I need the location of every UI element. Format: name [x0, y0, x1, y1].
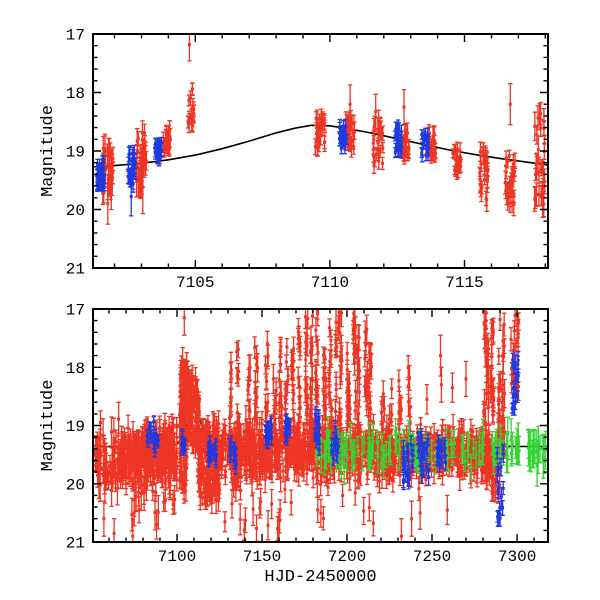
- red-series-points: [348, 102, 352, 106]
- bottom-y-tick-label: 17: [66, 302, 85, 320]
- blue-series-points: [435, 439, 447, 466]
- bottom-axis-ticks: [93, 308, 548, 543]
- bottom-y-tick-label: 18: [66, 360, 85, 378]
- top-model-curve: [93, 124, 548, 168]
- red-series-points: [186, 87, 196, 128]
- red-series-points: [503, 154, 517, 207]
- blue-series-points: [337, 125, 348, 151]
- red-series-points: [508, 102, 512, 106]
- red-series-points: [509, 313, 521, 391]
- red-series-points: [178, 361, 190, 489]
- red-series-points: [131, 523, 159, 538]
- blue-series-points: [180, 435, 187, 452]
- red-series-points: [130, 479, 177, 517]
- y-axis-label-bottom: Magnitude: [39, 380, 58, 472]
- red-series-points: [427, 131, 437, 157]
- top-y-tick-label: 18: [66, 85, 85, 103]
- red-series-points: [106, 181, 113, 206]
- blue-series-points: [330, 425, 340, 460]
- red-series-points: [380, 366, 413, 451]
- red-series-points: [313, 116, 327, 150]
- red-series-points: [182, 316, 186, 320]
- blue-series-points: [283, 417, 291, 439]
- bottom-y-tick-label: 20: [66, 476, 85, 494]
- red-series-points: [371, 120, 385, 166]
- blue-series-points: [95, 160, 106, 187]
- bottom-x-tick-label: 7250: [413, 548, 451, 566]
- red-series-points: [143, 422, 175, 435]
- blue-series-points: [228, 440, 238, 469]
- red-series-points: [141, 185, 145, 189]
- green-series-points: [445, 434, 485, 469]
- red-series-points: [402, 105, 406, 109]
- red-series-points: [186, 374, 201, 448]
- red-series-points: [277, 310, 373, 451]
- blue-series-points: [495, 447, 505, 521]
- bottom-y-tick-label: 19: [66, 418, 85, 436]
- blue-series-points: [393, 124, 403, 154]
- top-x-tick-label: 7115: [445, 274, 483, 292]
- top-axis-ticks: [93, 33, 548, 269]
- red-series-points: [478, 150, 490, 202]
- red-series-points: [277, 501, 375, 531]
- green-series-points: [315, 429, 375, 469]
- red-series-points: [187, 43, 191, 46]
- blue-series-points: [416, 434, 431, 479]
- bottom-x-tick-label: 7100: [158, 548, 196, 566]
- red-series-errorbars: [93, 401, 121, 508]
- x-axis-label: HJD-2450000: [264, 568, 376, 587]
- blue-series-points: [510, 358, 520, 411]
- green-series-points: [376, 429, 443, 472]
- red-series-points: [117, 425, 179, 486]
- bottom-x-tick-label: 7200: [328, 548, 366, 566]
- red-series-points: [372, 423, 493, 491]
- y-axis-label-top: Magnitude: [39, 105, 58, 197]
- red-series-points: [94, 417, 121, 492]
- blue-series-points: [420, 133, 430, 157]
- blue-series-points: [401, 443, 415, 486]
- blue-series-points: [313, 413, 321, 452]
- top-y-tick-label: 20: [66, 202, 85, 220]
- top-x-tick-label: 7110: [311, 274, 349, 292]
- red-series-errorbars: [276, 489, 376, 542]
- bottom-y-tick-label: 21: [66, 535, 85, 553]
- top-panel: 7105 7110 7115 17 18 19 20 21: [66, 27, 549, 292]
- top-y-tick-label: 17: [66, 27, 85, 45]
- red-series-points: [161, 128, 172, 151]
- blue-series-points: [145, 420, 160, 452]
- blue-series-points: [264, 420, 273, 443]
- bottom-x-tick-label: 7150: [243, 548, 281, 566]
- blue-series-points: [207, 440, 218, 463]
- top-x-tick-label: 7105: [176, 274, 214, 292]
- red-series-points: [374, 110, 378, 114]
- bottom-x-tick-label: 7300: [498, 548, 536, 566]
- red-series-points: [451, 147, 463, 173]
- blue-series-points: [153, 141, 163, 162]
- red-series-points: [482, 311, 507, 468]
- top-y-tick-label: 21: [66, 261, 85, 279]
- top-y-tick-label: 19: [66, 144, 85, 162]
- red-series-points: [485, 458, 502, 496]
- red-series-points: [533, 112, 547, 206]
- bottom-panel: 7100 7150 7200 7250 7300 17 18 19 20 21: [66, 302, 549, 566]
- blue-series-points: [129, 195, 133, 199]
